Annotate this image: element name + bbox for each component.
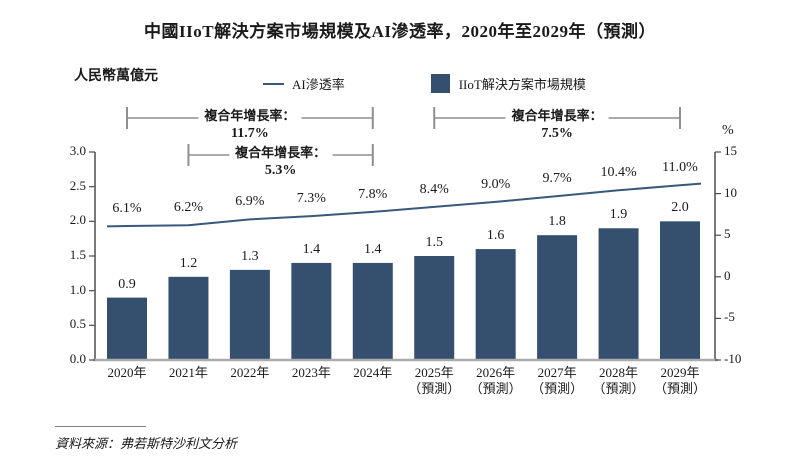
legend-bar-swatch-icon	[430, 73, 450, 93]
bar-value-label: 1.4	[364, 241, 382, 257]
x-axis-label: 2021年	[168, 365, 208, 380]
bar-value-label: 1.6	[486, 228, 505, 244]
left-axis-tick-label: 0.5	[69, 316, 86, 332]
line-value-label: 8.4%	[419, 181, 449, 197]
cagr-annotation-label: 複合年增長率：	[229, 145, 333, 161]
cagr-annotation-value: 5.3%	[264, 163, 297, 178]
x-axis-label: 2026年	[476, 365, 516, 380]
line-value-label: 7.8%	[358, 186, 388, 202]
left-axis-tick-label: 3.0	[69, 143, 86, 158]
bar-value-label: 1.3	[241, 248, 259, 264]
source-divider	[55, 426, 146, 427]
x-axis-sublabel: （預測）	[469, 381, 522, 396]
left-axis-tick-label: 2.0	[69, 212, 86, 228]
left-axis-tick-label: 2.5	[69, 177, 86, 193]
line-value-label: 7.3%	[296, 191, 326, 207]
x-axis-sublabel: （預測）	[592, 381, 645, 396]
bar-2028年	[598, 228, 639, 360]
bar-2020年	[107, 297, 147, 360]
line-value-label: 11.0%	[662, 160, 698, 176]
bar-value-label: 1.2	[179, 255, 198, 271]
bar-2025年	[414, 256, 455, 360]
bar-value-label: 1.8	[548, 214, 566, 230]
legend: AI滲透率 IIoT解決方案市場規模	[263, 72, 586, 94]
x-axis-sublabel: （預測）	[531, 381, 584, 396]
chart-title: 中國IIoT解決方案市場規模及AI滲透率，2020年至2029年（預測）	[144, 22, 656, 41]
bar-value-label: 1.4	[302, 241, 321, 257]
line-value-label: 9.7%	[542, 171, 572, 187]
x-axis-label: 2029年	[660, 365, 700, 380]
cagr-annotation-label: 複合年增長率：	[505, 108, 609, 124]
line-value-label: 6.2%	[173, 200, 204, 216]
line-value-label: 6.9%	[235, 194, 265, 210]
left-axis-unit-label: 人民幣萬億元	[74, 69, 158, 84]
bar-value-label: 0.9	[118, 276, 136, 292]
line-value-label: 6.1%	[112, 201, 142, 217]
right-axis-unit-label: %	[722, 123, 734, 138]
cagr-annotation-value: 7.5%	[541, 126, 573, 141]
x-axis-label: 2028年	[599, 365, 639, 380]
bar-value-label: 2.0	[671, 200, 689, 216]
cagr-annotation-label: 複合年增長率：	[198, 108, 302, 124]
bar-2023年	[291, 262, 332, 360]
legend-bar-label: IIoT解決方案市場規模	[458, 76, 586, 92]
line-value-label: 9.0%	[481, 176, 511, 192]
left-axis-tick-label: 1.5	[69, 247, 86, 262]
bar-2027年	[537, 235, 578, 360]
legend-line-label: AI滲透率	[292, 76, 345, 92]
source-note: 資料來源：弗若斯特沙利文分析	[55, 436, 238, 451]
right-axis-tick-label: 15	[724, 143, 737, 158]
line-value-label: 10.4%	[600, 165, 637, 181]
bar-2029年	[660, 221, 700, 360]
x-axis-sublabel: （預測）	[408, 381, 461, 396]
bar-value-label: 1.5	[425, 235, 443, 250]
x-axis-label: 2022年	[230, 365, 270, 380]
legend-line-sample-icon	[263, 82, 284, 85]
x-axis-label: 2024年	[353, 365, 393, 380]
ai-penetration-line	[106, 182, 702, 228]
left-axis-tick-label: 1.0	[69, 281, 86, 297]
bar-value-label: 1.9	[609, 207, 628, 223]
right-axis-tick-label: 0	[724, 267, 731, 283]
x-axis-label: 2023年	[291, 365, 331, 380]
x-axis-label: 2027年	[537, 365, 577, 380]
right-axis-tick-label: 10	[724, 184, 737, 200]
right-axis-tick-label: 5	[724, 226, 731, 242]
cagr-annotation-value: 11.7%	[231, 126, 269, 141]
bar-2022年	[229, 269, 270, 360]
right-axis-tick-label: -5	[724, 309, 735, 325]
bar-2021年	[168, 276, 209, 360]
left-axis-tick-label: 0.0	[69, 351, 86, 366]
bar-2026年	[475, 249, 516, 360]
x-axis-sublabel: （預測）	[653, 381, 706, 396]
right-axis-tick-label: -10	[724, 351, 742, 366]
x-axis-label: 2020年	[107, 365, 147, 380]
x-axis-label: 2025年	[414, 365, 454, 380]
bar-2024年	[352, 262, 393, 360]
